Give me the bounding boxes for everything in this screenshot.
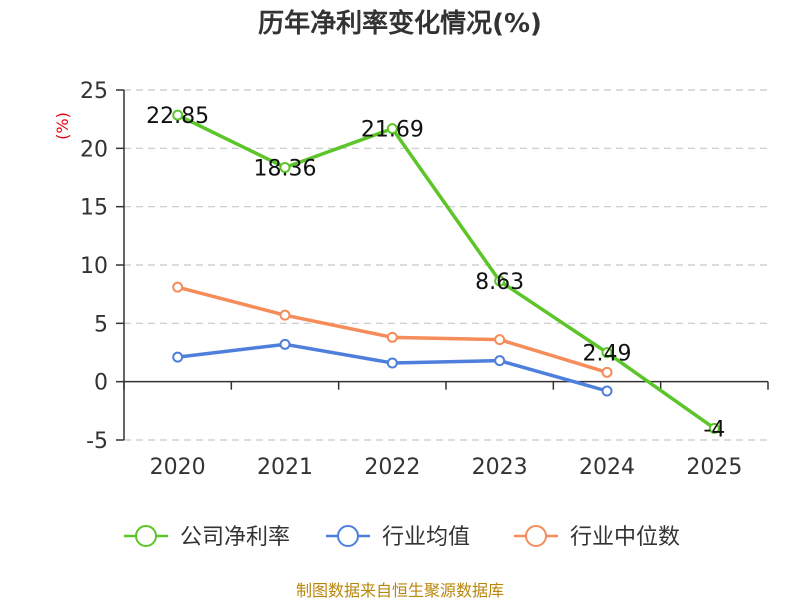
data-point: [279, 161, 291, 173]
legend-marker: [525, 525, 547, 547]
data-point: [601, 347, 613, 359]
y-tick-label: 25: [80, 79, 108, 104]
x-tick-label: 2024: [579, 455, 635, 480]
y-tick-label: 20: [80, 137, 108, 162]
legend-marker: [337, 525, 359, 547]
legend-marker: [135, 525, 157, 547]
chart-title: 历年净利率变化情况(%): [258, 8, 542, 39]
data-labels: 22.85 18.36 21.69 8.63 2.49 -4: [146, 104, 725, 442]
series-lines: [172, 109, 720, 434]
y-tick-label: 15: [80, 196, 108, 221]
data-label: 22.85: [146, 104, 209, 129]
data-point: [279, 309, 291, 321]
data-point: [172, 109, 184, 121]
y-axis-unit: (%): [53, 112, 72, 140]
data-label: 2.49: [583, 342, 632, 367]
data-label: 8.63: [475, 270, 524, 295]
x-tick-label: 2023: [472, 455, 528, 480]
legend-label: 行业中位数: [570, 525, 680, 550]
y-tick-label: -5: [86, 429, 108, 454]
data-point: [494, 355, 506, 367]
y-tick-label: 5: [94, 312, 108, 337]
data-point: [386, 123, 398, 135]
data-point: [494, 275, 506, 287]
data-point: [494, 334, 506, 346]
legend-label: 行业均值: [382, 525, 470, 550]
legend: 公司净利率 行业均值 行业中位数: [124, 525, 680, 550]
series-line: [176, 113, 716, 430]
data-label: -4: [703, 417, 725, 442]
data-label: 21.69: [361, 118, 424, 143]
y-tick-label: 10: [80, 254, 108, 279]
axes: 25 20 15 10 5 0 -5 2020 2021 2022 2023 2024 2025: [80, 79, 769, 480]
x-tick-label: 2025: [686, 455, 742, 480]
x-tick-label: 2022: [364, 455, 420, 480]
x-tick-label: 2020: [150, 455, 206, 480]
x-tick-label: 2021: [257, 455, 313, 480]
data-point: [279, 338, 291, 350]
data-point: [601, 385, 613, 397]
source-note: 制图数据来自恒生聚源数据库: [296, 581, 504, 600]
data-point: [386, 331, 398, 343]
legend-label: 公司净利率: [180, 525, 290, 550]
data-point: [172, 281, 184, 293]
data-point: [601, 366, 613, 378]
data-point: [708, 422, 720, 434]
data-label: 18.36: [254, 156, 317, 181]
data-point: [386, 357, 398, 369]
data-point: [172, 351, 184, 363]
y-tick-label: 0: [94, 371, 108, 396]
